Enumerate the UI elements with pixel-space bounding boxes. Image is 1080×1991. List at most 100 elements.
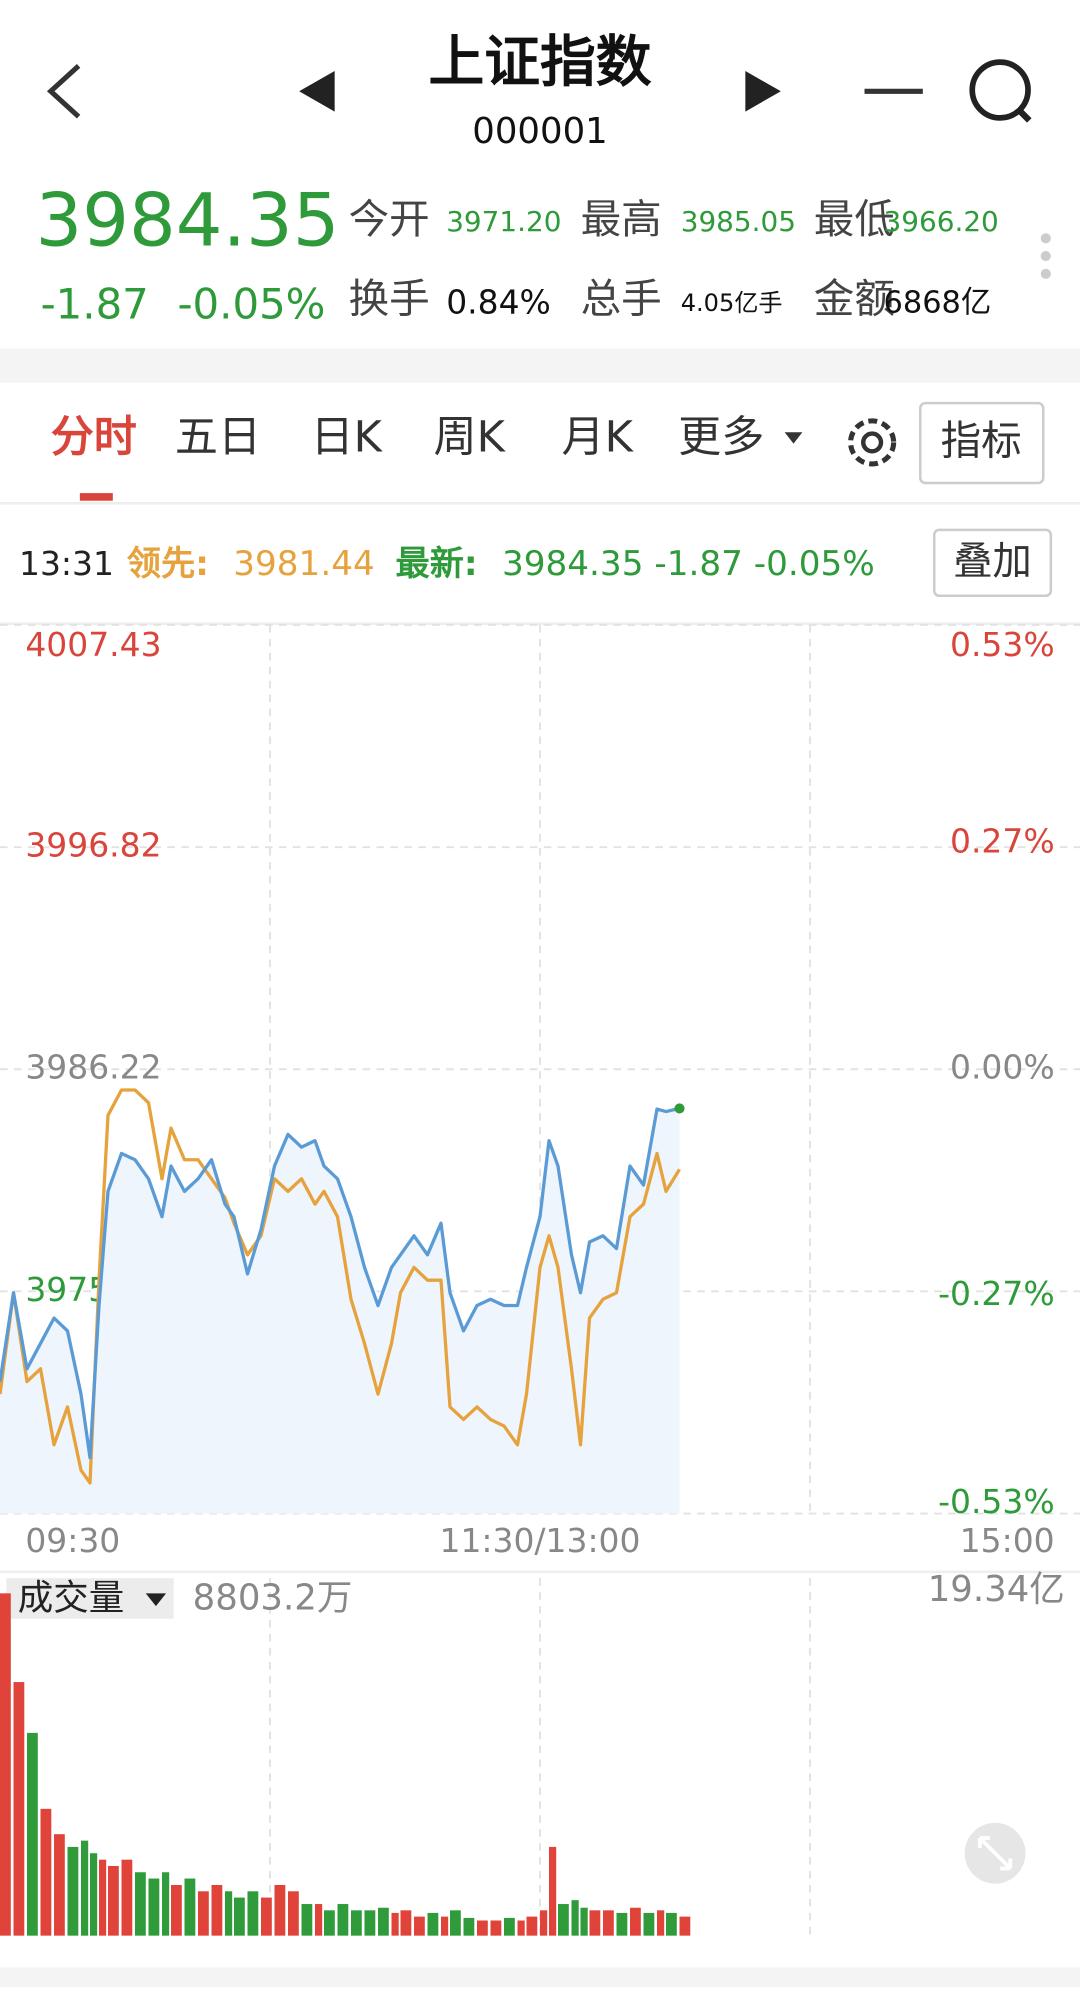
more-dots[interactable] xyxy=(1040,233,1051,279)
volume-bar xyxy=(170,1885,182,1936)
volume-bar xyxy=(580,1907,588,1936)
volume-bar xyxy=(571,1900,579,1936)
volume-bar xyxy=(603,1910,614,1936)
x-tick-label: 11:30/13:00 xyxy=(440,1521,641,1560)
settings-button[interactable] xyxy=(848,418,897,467)
volume-bar xyxy=(135,1872,146,1936)
stat-value: 3966.20 xyxy=(884,205,999,238)
volume-bar xyxy=(400,1910,412,1936)
volume-bar xyxy=(490,1920,502,1936)
dropdown-arrow xyxy=(145,1593,167,1607)
volume-bar xyxy=(234,1897,245,1936)
volume-bar xyxy=(558,1904,569,1936)
volume-bar xyxy=(274,1885,286,1936)
tab[interactable]: 分时 xyxy=(51,412,137,462)
stat-value: 4.05亿手 xyxy=(681,289,783,317)
volume-bar xyxy=(81,1840,89,1936)
volume-bar xyxy=(364,1910,376,1936)
search-button[interactable] xyxy=(969,59,1032,123)
y2-tick-label: -0.53% xyxy=(938,1482,1055,1521)
volume-bar xyxy=(40,1808,52,1936)
info-time: 13:31 xyxy=(19,544,114,583)
volume-bar xyxy=(517,1920,525,1936)
volume-bar xyxy=(0,1593,11,1936)
price: 3984.35 xyxy=(35,179,339,264)
tab[interactable]: 更多 xyxy=(678,412,764,462)
y-tick-label: 3986.22 xyxy=(25,1048,161,1087)
back-button[interactable] xyxy=(46,64,81,119)
volume-bar xyxy=(162,1872,170,1936)
volume-selector[interactable] xyxy=(6,1578,174,1619)
overlay-button[interactable] xyxy=(932,528,1053,598)
volume-bar xyxy=(324,1910,335,1936)
volume-bar xyxy=(450,1910,461,1936)
volume-bar xyxy=(463,1917,475,1936)
volume-bar xyxy=(107,1865,119,1936)
stat-value: 3985.05 xyxy=(681,205,796,238)
stat-label: 金额 xyxy=(814,275,895,323)
volume-bar xyxy=(121,1859,133,1936)
volume-bar xyxy=(504,1917,515,1936)
info-lead-label: 领先: xyxy=(127,544,209,584)
volume-bar xyxy=(301,1904,313,1936)
volume-bar xyxy=(476,1920,488,1936)
volume-bar xyxy=(378,1907,389,1936)
y2-tick-label: -0.27% xyxy=(938,1274,1055,1313)
stat-value: 6868亿 xyxy=(884,286,992,321)
tab[interactable]: 日K xyxy=(311,412,384,462)
bottom-band xyxy=(0,1967,1080,1987)
volume-bar xyxy=(198,1891,209,1936)
stat-label: 最低 xyxy=(814,195,895,243)
volume-bar xyxy=(67,1846,79,1936)
code: 000001 xyxy=(472,111,607,152)
chart-layer: 3965.013975.623986.223996.824007.43-0.53… xyxy=(0,623,1080,1936)
volume-title: 成交量 xyxy=(18,1578,124,1619)
volume-bar xyxy=(211,1885,223,1936)
dot xyxy=(1040,233,1051,244)
volume-tick-label: 19.34亿 xyxy=(928,1569,1065,1610)
change-pct: -0.05% xyxy=(177,279,325,328)
volume-bar xyxy=(589,1910,601,1936)
y-tick-label: 4007.43 xyxy=(25,625,161,664)
volume-bar xyxy=(657,1910,665,1936)
volume-bar xyxy=(549,1846,557,1936)
volume-bar xyxy=(616,1912,628,1936)
stat-label: 换手 xyxy=(349,275,430,323)
volume-bar xyxy=(441,1916,449,1936)
volume-bar xyxy=(184,1878,196,1936)
tab[interactable]: 五日 xyxy=(175,412,261,462)
volume-bar xyxy=(288,1891,299,1936)
prev-button[interactable] xyxy=(299,71,335,112)
y-tick-label: 3996.82 xyxy=(25,826,161,865)
volume-bar xyxy=(666,1912,677,1936)
stat-label: 总手 xyxy=(581,275,662,323)
next-button[interactable] xyxy=(745,71,781,112)
dot xyxy=(1040,268,1051,279)
x-tick-label: 15:00 xyxy=(960,1521,1055,1560)
stat-value: 3971.20 xyxy=(446,205,561,238)
series-line xyxy=(0,1088,681,1485)
stat-label: 最高 xyxy=(581,195,662,243)
price-area xyxy=(0,1108,680,1514)
volume-bar xyxy=(225,1891,233,1936)
volume-bar xyxy=(26,1732,38,1936)
volume-bar xyxy=(90,1853,98,1936)
indicator-button[interactable] xyxy=(919,401,1045,485)
volume-bar xyxy=(99,1859,107,1936)
volume-bar xyxy=(261,1897,272,1936)
expand-button[interactable] xyxy=(964,1822,1026,1884)
tab[interactable]: 月K xyxy=(562,412,635,462)
indicator-button-label: 指标 xyxy=(941,417,1022,465)
volume-current: 8803.2万 xyxy=(193,1578,353,1619)
volume-bar xyxy=(540,1910,548,1936)
volume-bar xyxy=(315,1904,323,1936)
volume-bar xyxy=(526,1916,538,1936)
tab[interactable]: 周K xyxy=(434,412,507,462)
volume-bar xyxy=(391,1912,399,1936)
overlay-button-label: 叠加 xyxy=(953,540,1032,585)
title: 上证指数 xyxy=(428,30,651,95)
change: -1.87 xyxy=(41,279,149,328)
gear-outer xyxy=(848,418,897,467)
search-icon xyxy=(969,59,1031,121)
